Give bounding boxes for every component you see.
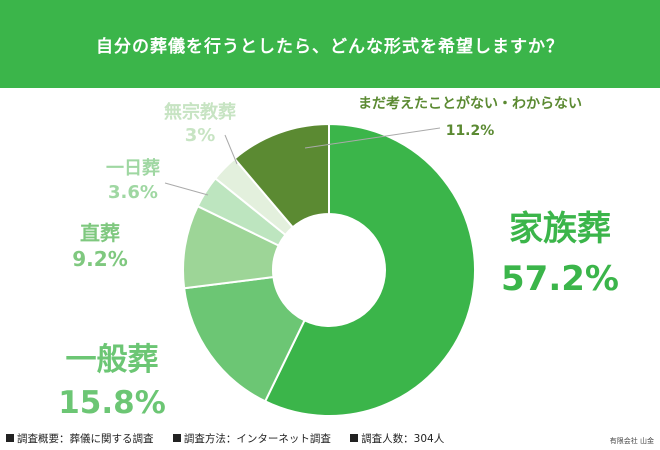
survey-notes: 調査概要：葬儀に関する調査 調査方法：インターネット調査 調査人数：304人 (6, 431, 656, 446)
label-name-mushukyoso: 無宗教葬 (164, 101, 236, 123)
label-name-unknown: まだ考えたことがない・わからない (358, 95, 582, 112)
label-value-ichinichiso: 3.6% (108, 182, 158, 203)
label-value-chokuso: 9.2% (72, 247, 127, 271)
leader-line-unknown (304, 127, 441, 149)
slice-ippanso (183, 275, 306, 403)
label-value-ippanso: 15.8% (58, 385, 166, 421)
survey-note-overview: 調査概要：葬儀に関する調査 (6, 433, 154, 445)
leader-line-mushukyoso (224, 134, 238, 165)
slice-kazokuso (263, 122, 476, 417)
survey-note-count: 調査人数：304人 (350, 433, 444, 445)
label-name-chokuso: 直葬 (80, 221, 120, 245)
leader-line-ichinichiso (164, 182, 209, 196)
survey-note-method: 調査方法：インターネット調査 (172, 433, 331, 445)
label-name-ippanso: 一般葬 (66, 342, 159, 378)
label-name-kazokuso: 家族葬 (509, 209, 611, 249)
label-value-kazokuso: 57.2% (501, 259, 619, 299)
label-value-unknown: 11.2% (446, 123, 495, 139)
label-value-mushukyoso: 3% (185, 125, 216, 146)
slice-unknown (233, 122, 330, 229)
company-credit: 有限会社 山金 (609, 437, 654, 445)
label-name-ichinichiso: 一日葬 (106, 158, 160, 179)
chart-title: 自分の葬儀を行うとしたら、どんな形式を希望しますか？ (0, 0, 660, 88)
